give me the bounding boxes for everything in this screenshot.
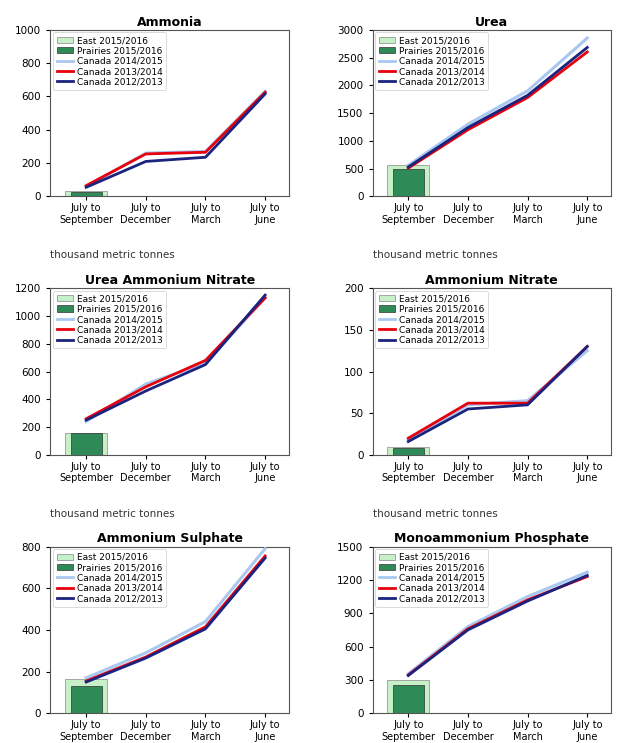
Bar — [387, 681, 429, 713]
Bar — [392, 169, 424, 196]
Text: thousand metric tonnes: thousand metric tonnes — [50, 509, 175, 519]
Legend: East 2015/2016, Prairies 2015/2016, Canada 2014/2015, Canada 2013/2014, Canada 2: East 2015/2016, Prairies 2015/2016, Cana… — [375, 33, 488, 90]
Text: thousand metric tonnes: thousand metric tonnes — [372, 250, 497, 260]
Text: thousand metric tonnes: thousand metric tonnes — [372, 509, 497, 519]
Bar — [392, 448, 424, 455]
Title: Ammonium Nitrate: Ammonium Nitrate — [425, 274, 558, 287]
Bar — [387, 166, 429, 196]
Legend: East 2015/2016, Prairies 2015/2016, Canada 2014/2015, Canada 2013/2014, Canada 2: East 2015/2016, Prairies 2015/2016, Cana… — [53, 549, 166, 607]
Title: Ammonia: Ammonia — [137, 16, 202, 28]
Bar — [66, 432, 107, 455]
Bar — [71, 687, 102, 713]
Legend: East 2015/2016, Prairies 2015/2016, Canada 2014/2015, Canada 2013/2014, Canada 2: East 2015/2016, Prairies 2015/2016, Cana… — [375, 291, 488, 348]
Text: thousand metric tonnes: thousand metric tonnes — [50, 250, 175, 260]
Legend: East 2015/2016, Prairies 2015/2016, Canada 2014/2015, Canada 2013/2014, Canada 2: East 2015/2016, Prairies 2015/2016, Cana… — [375, 549, 488, 607]
Bar — [71, 433, 102, 455]
Title: Monoammonium Phosphate: Monoammonium Phosphate — [394, 533, 589, 545]
Bar — [392, 685, 424, 713]
Bar — [387, 447, 429, 455]
Bar — [66, 192, 107, 196]
Bar — [66, 679, 107, 713]
Title: Urea: Urea — [475, 16, 508, 28]
Legend: East 2015/2016, Prairies 2015/2016, Canada 2014/2015, Canada 2013/2014, Canada 2: East 2015/2016, Prairies 2015/2016, Cana… — [53, 33, 166, 90]
Text: thousand metric tonnes: thousand metric tonnes — [372, 0, 497, 2]
Title: Urea Ammonium Nitrate: Urea Ammonium Nitrate — [84, 274, 255, 287]
Legend: East 2015/2016, Prairies 2015/2016, Canada 2014/2015, Canada 2013/2014, Canada 2: East 2015/2016, Prairies 2015/2016, Cana… — [53, 291, 166, 348]
Title: Ammonium Sulphate: Ammonium Sulphate — [96, 533, 243, 545]
Text: thousand metric tonnes: thousand metric tonnes — [50, 0, 175, 2]
Bar — [71, 192, 102, 196]
